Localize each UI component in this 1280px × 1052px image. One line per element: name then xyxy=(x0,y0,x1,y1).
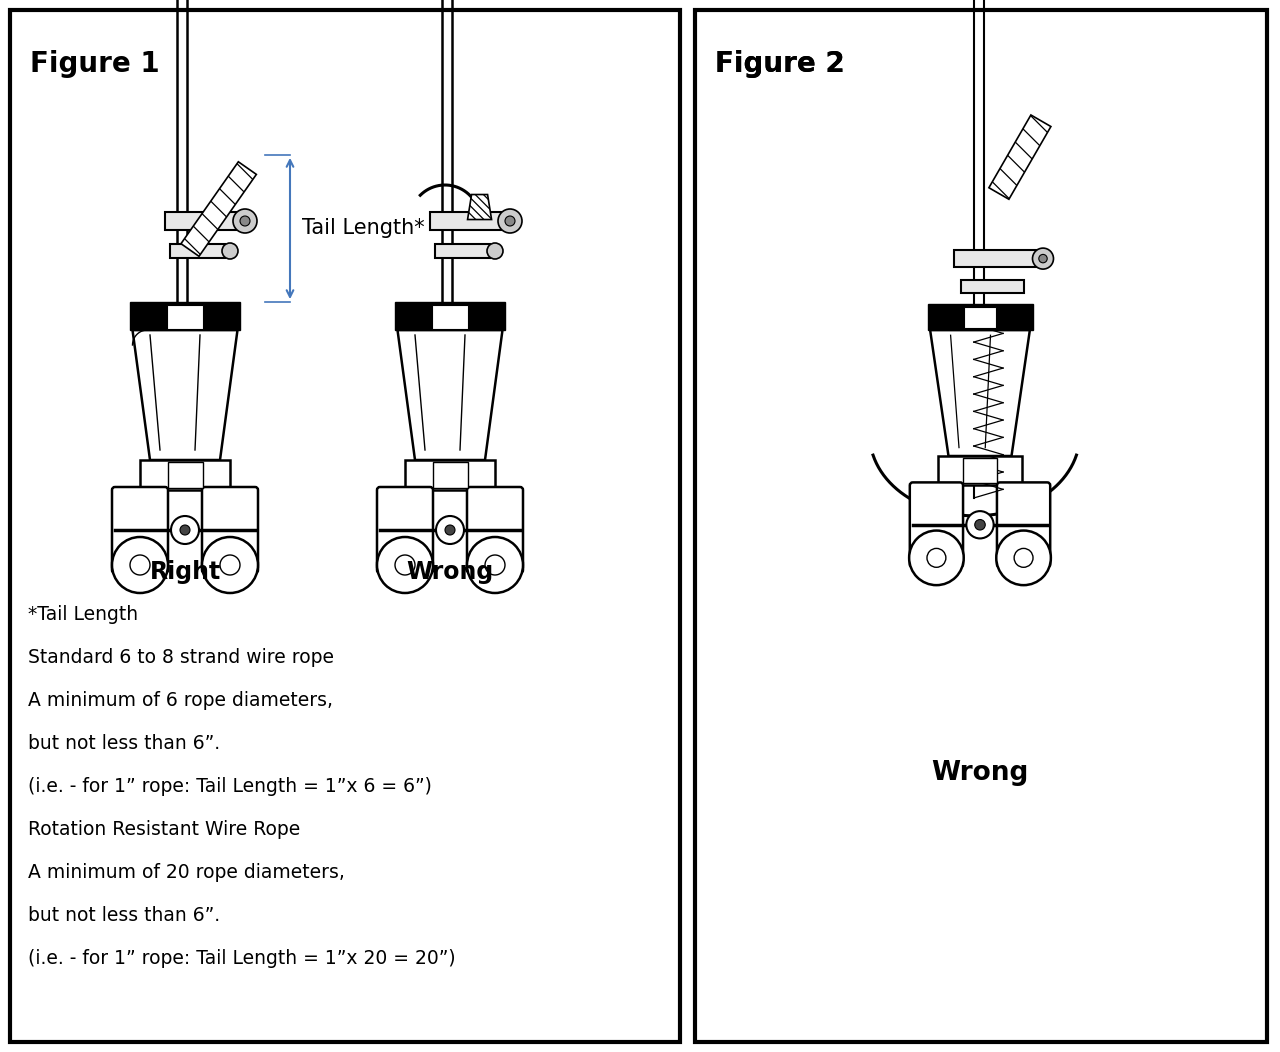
FancyBboxPatch shape xyxy=(964,458,997,483)
Circle shape xyxy=(1014,548,1033,567)
Circle shape xyxy=(498,209,522,232)
FancyBboxPatch shape xyxy=(997,483,1050,567)
FancyBboxPatch shape xyxy=(430,213,506,230)
Circle shape xyxy=(113,537,168,593)
Circle shape xyxy=(378,537,433,593)
FancyBboxPatch shape xyxy=(467,487,524,573)
Text: (i.e. - for 1” rope: Tail Length = 1”x 20 = 20”): (i.e. - for 1” rope: Tail Length = 1”x 2… xyxy=(28,949,456,968)
Circle shape xyxy=(506,216,515,226)
Text: Figure 2: Figure 2 xyxy=(716,50,845,78)
Circle shape xyxy=(220,555,241,575)
Circle shape xyxy=(445,525,454,535)
Circle shape xyxy=(131,555,150,575)
Circle shape xyxy=(975,520,986,530)
FancyBboxPatch shape xyxy=(938,456,1021,485)
FancyBboxPatch shape xyxy=(433,462,467,488)
Text: (i.e. - for 1” rope: Tail Length = 1”x 6 = 6”): (i.e. - for 1” rope: Tail Length = 1”x 6… xyxy=(28,777,431,796)
FancyBboxPatch shape xyxy=(170,244,225,258)
Polygon shape xyxy=(931,330,1030,456)
Text: Figure 2: Figure 2 xyxy=(716,50,845,78)
FancyBboxPatch shape xyxy=(396,302,506,330)
Polygon shape xyxy=(133,330,238,460)
FancyBboxPatch shape xyxy=(910,483,963,567)
Circle shape xyxy=(180,525,189,535)
Text: Wrong: Wrong xyxy=(932,760,1029,786)
Polygon shape xyxy=(398,330,503,460)
Circle shape xyxy=(909,530,964,585)
Text: A minimum of 6 rope diameters,: A minimum of 6 rope diameters, xyxy=(28,691,333,710)
Circle shape xyxy=(485,555,506,575)
FancyBboxPatch shape xyxy=(140,460,230,490)
FancyBboxPatch shape xyxy=(166,305,204,329)
FancyBboxPatch shape xyxy=(961,280,1024,294)
Text: Tail Length*: Tail Length* xyxy=(302,219,425,239)
Circle shape xyxy=(396,555,415,575)
Text: Figure 1: Figure 1 xyxy=(29,50,160,78)
Circle shape xyxy=(241,216,250,226)
Text: Standard 6 to 8 strand wire rope: Standard 6 to 8 strand wire rope xyxy=(28,648,334,667)
FancyBboxPatch shape xyxy=(378,487,433,573)
Circle shape xyxy=(233,209,257,232)
FancyBboxPatch shape xyxy=(202,487,259,573)
Circle shape xyxy=(221,243,238,259)
FancyBboxPatch shape xyxy=(131,302,241,330)
Circle shape xyxy=(996,530,1051,585)
Circle shape xyxy=(436,515,465,544)
FancyBboxPatch shape xyxy=(433,305,468,329)
FancyBboxPatch shape xyxy=(165,213,241,230)
Text: Wrong: Wrong xyxy=(406,560,494,584)
Circle shape xyxy=(467,537,524,593)
Text: A minimum of 20 rope diameters,: A minimum of 20 rope diameters, xyxy=(28,863,344,882)
Circle shape xyxy=(927,548,946,567)
Circle shape xyxy=(1039,255,1047,263)
Text: *Tail Length: *Tail Length xyxy=(28,605,138,624)
Polygon shape xyxy=(467,195,492,220)
Polygon shape xyxy=(989,115,1051,199)
FancyBboxPatch shape xyxy=(435,244,490,258)
Circle shape xyxy=(172,515,198,544)
Text: Right: Right xyxy=(150,560,220,584)
FancyBboxPatch shape xyxy=(964,307,996,328)
FancyBboxPatch shape xyxy=(168,462,202,488)
Bar xyxy=(695,11,1267,1041)
Text: but not less than 6”.: but not less than 6”. xyxy=(28,734,220,753)
FancyBboxPatch shape xyxy=(404,460,495,490)
Bar xyxy=(10,11,680,1041)
Circle shape xyxy=(1033,248,1053,269)
FancyBboxPatch shape xyxy=(928,304,1033,330)
Text: but not less than 6”.: but not less than 6”. xyxy=(28,906,220,925)
Text: Rotation Resistant Wire Rope: Rotation Resistant Wire Rope xyxy=(28,820,301,839)
Circle shape xyxy=(966,511,993,539)
Circle shape xyxy=(486,243,503,259)
Polygon shape xyxy=(180,162,256,257)
Circle shape xyxy=(202,537,259,593)
FancyBboxPatch shape xyxy=(113,487,168,573)
FancyBboxPatch shape xyxy=(954,250,1038,267)
